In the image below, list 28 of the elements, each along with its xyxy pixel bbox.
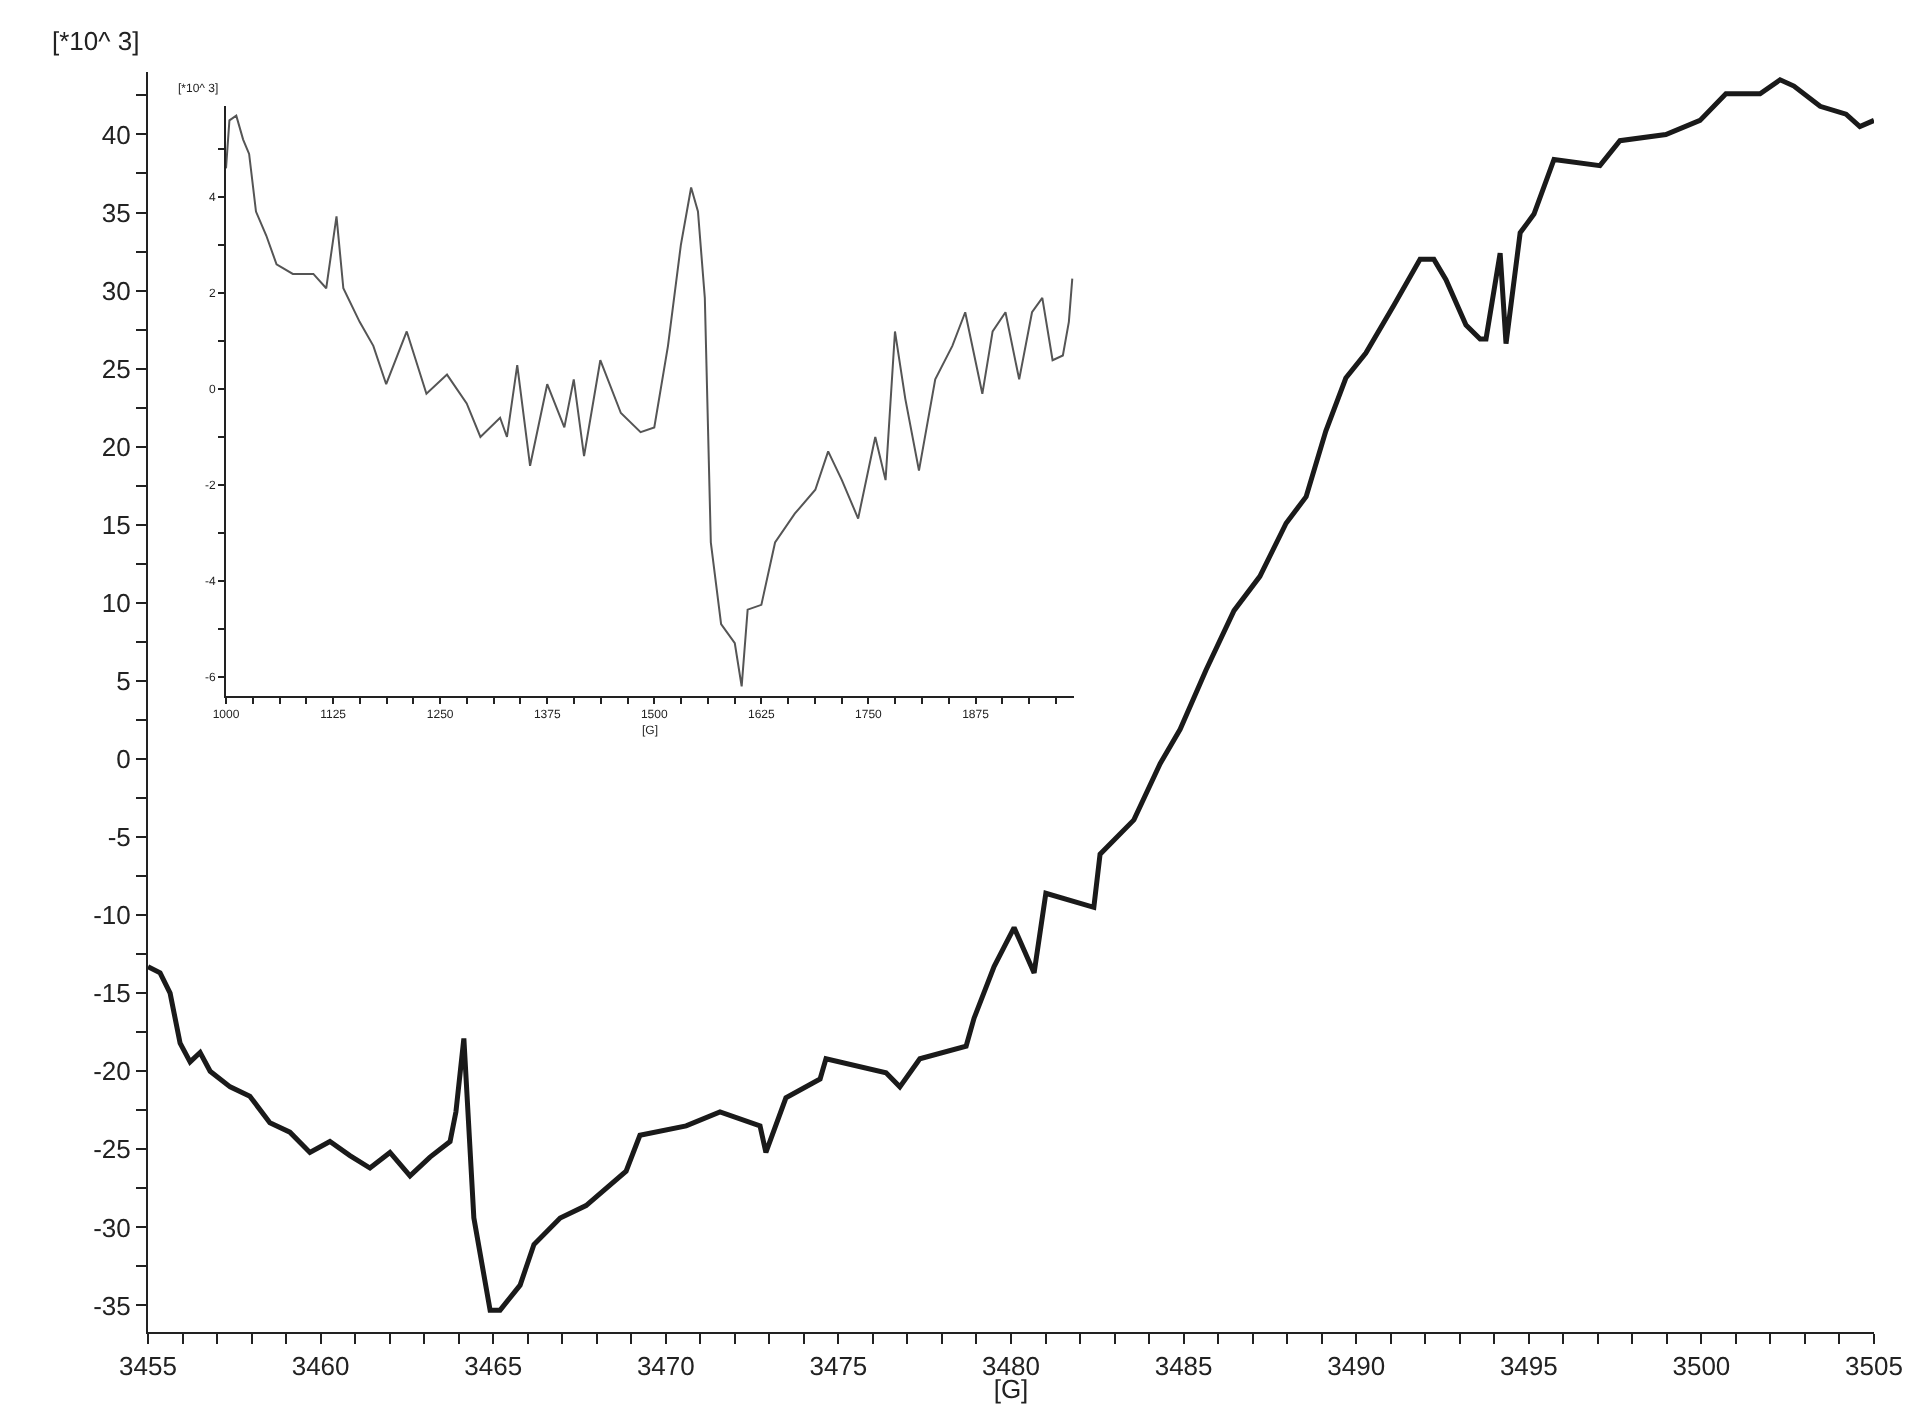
y-tick-label: -20 [93,1056,131,1087]
y-tick-label: 20 [101,431,131,462]
y-tick-label: 25 [101,353,131,384]
line-series [226,114,1074,688]
y-tick-label: 10 [101,587,131,618]
x-tick-label: 3505 [1845,1351,1903,1382]
y-tick-label: -25 [93,1134,131,1165]
y-tick-label: -35 [93,1290,131,1321]
x-tick-label: 3500 [1672,1351,1731,1382]
x-tick-label: 3495 [1499,1351,1558,1382]
y-tick-label: 35 [101,197,131,228]
y-tick-label: 0 [116,744,131,775]
y-tick-label: -10 [93,900,131,931]
y-tick-label: -15 [93,978,131,1009]
y-tick-label: -5 [107,822,131,853]
y-tick-label: 40 [101,119,131,150]
y-tick-label: 30 [101,275,131,306]
x-tick-label: 3470 [636,1351,695,1382]
y-tick-label: 15 [101,509,131,540]
x-tick-label: 3490 [1327,1351,1386,1382]
x-tick-label: 3455 [119,1351,177,1382]
x-tick-label: 3475 [809,1351,868,1382]
x-tick-label: 3465 [464,1351,523,1382]
y-tick-label: -30 [93,1212,131,1243]
y-tick-label: 5 [116,666,131,697]
y-axis-title: [*10^ 3] [52,26,140,56]
x-tick-label: 3460 [291,1351,350,1382]
x-tick-label: 3485 [1154,1351,1213,1382]
